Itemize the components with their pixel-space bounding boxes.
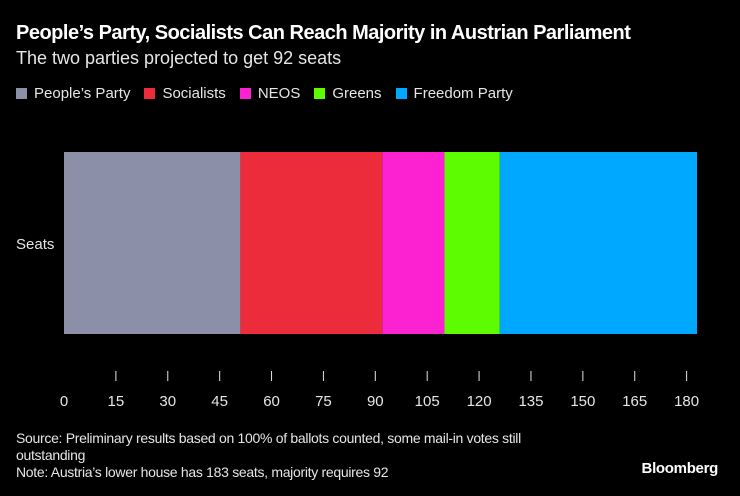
legend-label: Freedom Party [413, 85, 513, 102]
bar-segment-socialists [240, 152, 383, 334]
x-tick-label: 90 [367, 393, 384, 410]
category-label: Seats [16, 236, 54, 253]
x-tick-label: 105 [415, 393, 440, 410]
legend: People’s Party Socialists NEOS Greens Fr… [16, 85, 527, 102]
x-tick-label: 30 [159, 393, 176, 410]
legend-swatch [16, 88, 27, 99]
legend-item-neos: NEOS [239, 85, 301, 102]
x-tick-label: 135 [518, 393, 543, 410]
bar-segment-greens [444, 152, 500, 334]
legend-swatch [395, 88, 407, 99]
x-axis: 0 15 30 45 60 75 90 105 120 135 150 165 180 [60, 371, 699, 410]
bar-segment-neos [382, 152, 445, 334]
legend-item-greens: Greens [314, 85, 382, 102]
chart-title: People’s Party, Socialists Can Reach Maj… [16, 22, 631, 44]
footer: Source: Preliminary results based on 100… [16, 430, 576, 481]
bar-group [64, 152, 697, 334]
legend-item-peoples-party: People’s Party [16, 85, 130, 102]
bar-segment-people-s-party [64, 152, 241, 334]
x-tick-label: 15 [108, 393, 125, 410]
bloomberg-logo: Bloomberg [641, 460, 719, 477]
legend-item-freedom-party: Freedom Party [395, 85, 513, 102]
legend-label: Greens [332, 85, 382, 102]
legend-swatch [314, 88, 326, 99]
legend-item-socialists: Socialists [144, 85, 226, 102]
x-tick-label: 120 [467, 393, 492, 410]
legend-swatch [144, 88, 156, 99]
legend-swatch [239, 88, 251, 99]
x-tick-label: 45 [211, 393, 228, 410]
legend-label: People’s Party [34, 85, 131, 102]
x-tick-label: 0 [60, 393, 68, 410]
x-tick-label: 75 [315, 393, 332, 410]
bar-segment-freedom-party [499, 152, 697, 334]
x-tick-label: 150 [570, 393, 595, 410]
chart-subtitle: The two parties projected to get 92 seat… [16, 48, 342, 68]
footnote: Note: Austria’s lower house has 183 seat… [16, 464, 389, 480]
legend-label: Socialists [162, 85, 226, 102]
x-tick-label: 165 [622, 393, 647, 410]
source-note: Source: Preliminary results based on 100… [16, 430, 521, 463]
x-tick-label: 60 [263, 393, 280, 410]
x-tick-label: 180 [674, 393, 699, 410]
legend-label: NEOS [257, 85, 301, 102]
